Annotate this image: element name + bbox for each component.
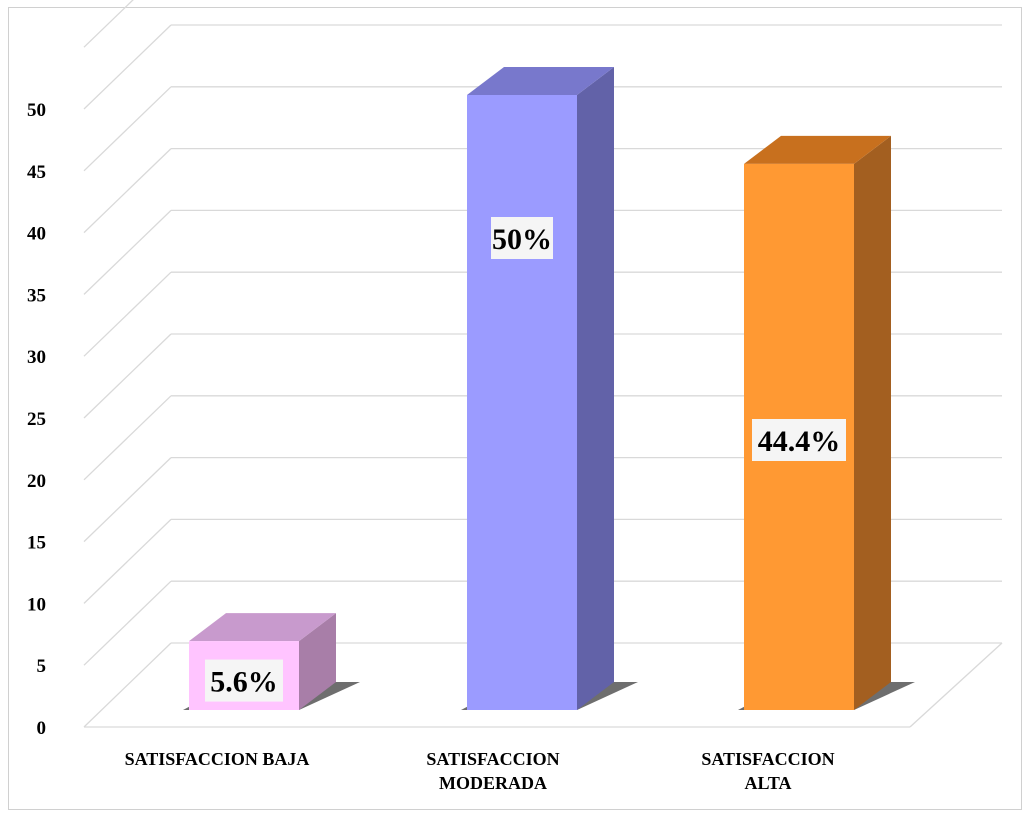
gridline-wall-30 — [83, 271, 172, 357]
gridline-wall-25 — [83, 333, 172, 419]
bar-side-3 — [854, 135, 891, 710]
bar-side-1 — [299, 613, 336, 710]
y-tick-label: 50 — [27, 100, 46, 121]
floor-right-edge — [909, 642, 1003, 728]
data-label: 44.4% — [758, 425, 841, 458]
x-category-label: SATISFACCION — [701, 749, 834, 769]
gridline-wall-35 — [83, 209, 172, 295]
gridline-wall-45 — [83, 86, 172, 172]
gridline-wall-15 — [83, 457, 172, 543]
gridline-wall-10 — [83, 518, 172, 604]
y-tick-label: 35 — [27, 285, 46, 306]
x-category-label: MODERADA — [439, 773, 547, 793]
bar-top-1 — [189, 613, 336, 642]
data-label-box — [491, 217, 553, 259]
y-tick-label: 25 — [27, 409, 46, 430]
bar-side-2 — [577, 67, 614, 710]
y-tick-label: 40 — [27, 224, 46, 245]
gridline-wall-0 — [83, 642, 172, 728]
y-tick-label: 20 — [27, 471, 46, 492]
data-label: 5.6% — [210, 666, 278, 699]
x-category-label: SATISFACCION BAJA — [125, 749, 310, 769]
bar-front-2 — [467, 95, 577, 710]
bar-top-3 — [744, 135, 891, 164]
y-tick-label: 15 — [27, 533, 46, 554]
gridline-wall-50 — [83, 24, 172, 110]
data-label: 50% — [492, 223, 552, 256]
y-tick-label: 10 — [27, 594, 46, 615]
x-category-label: ALTA — [744, 773, 791, 793]
x-category-label: SATISFACCION — [426, 749, 559, 769]
gridline-wall-5 — [83, 580, 172, 666]
data-label-box — [205, 659, 283, 702]
gridline-wall-top — [83, 0, 134, 48]
y-tick-label: 45 — [27, 162, 46, 183]
bars — [189, 67, 891, 710]
x-axis-categories: SATISFACCION BAJA SATISFACCION MODERADA SAT… — [125, 749, 835, 793]
y-axis-ticks: 0 5 10 15 20 25 30 35 40 45 50 — [27, 100, 46, 739]
data-label-box — [752, 419, 846, 461]
gridline-wall-20 — [83, 395, 172, 481]
y-tick-label: 5 — [37, 656, 47, 677]
y-tick-label: 30 — [27, 347, 46, 368]
data-labels: 5.6% 50% 44.4% — [205, 217, 846, 702]
bar-top-2 — [467, 67, 614, 95]
y-tick-label: 0 — [37, 718, 47, 739]
gridline-wall-40 — [83, 148, 172, 234]
